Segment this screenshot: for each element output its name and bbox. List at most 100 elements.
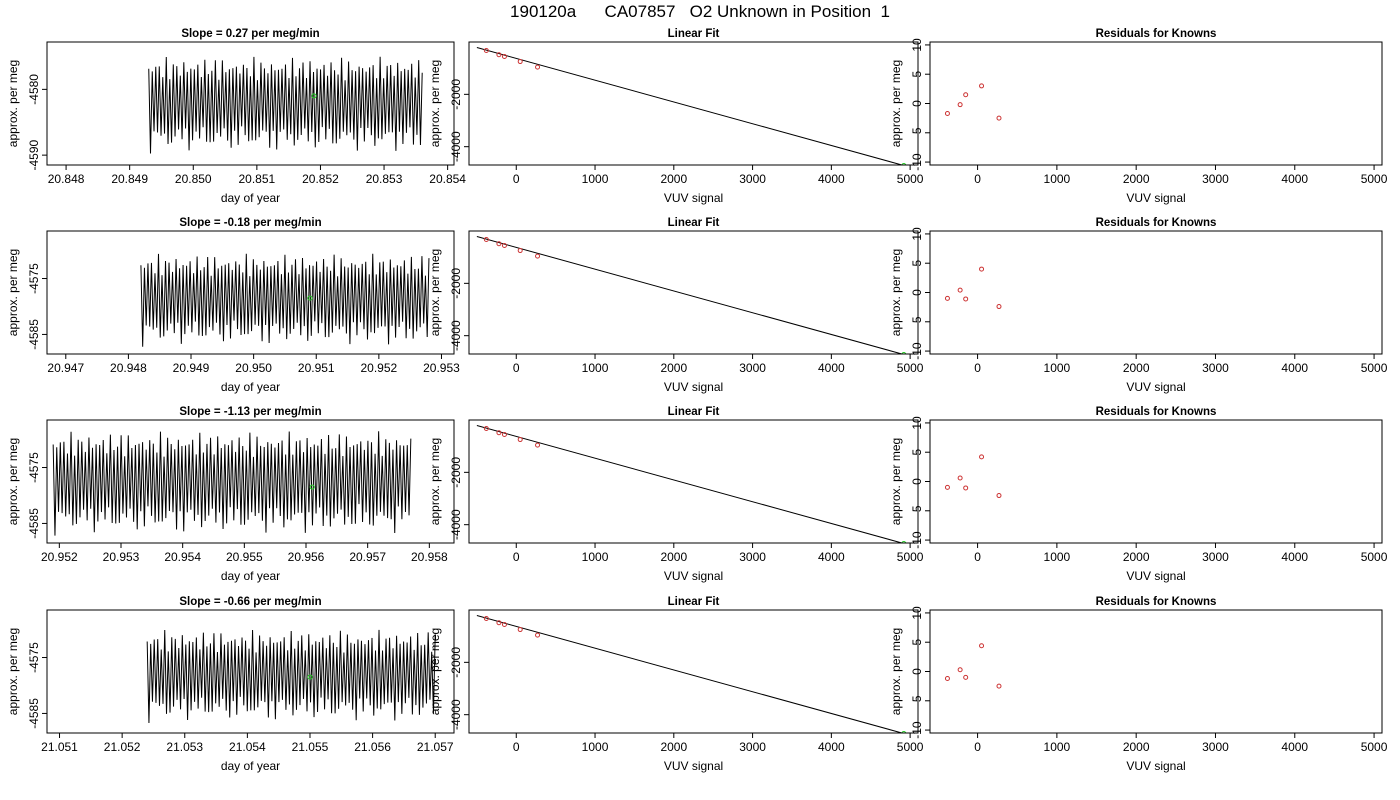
plot-area xyxy=(476,615,907,733)
y-axis-label: approx. per meg xyxy=(889,249,903,336)
unknown-point xyxy=(901,163,907,165)
x-tick-label: 1000 xyxy=(582,740,609,754)
y-tick-label: 0 xyxy=(910,668,924,675)
y-tick-label: 10 xyxy=(910,38,924,52)
marker-point xyxy=(307,295,313,301)
plot-title: Slope = -1.13 per meg/min xyxy=(179,406,321,418)
x-tick-label: 20.854 xyxy=(429,172,466,186)
x-tick-label: 20.958 xyxy=(411,550,448,564)
plot-frame xyxy=(929,419,1383,544)
x-tick-label: 1000 xyxy=(1044,740,1071,754)
y-tick-label: 10 xyxy=(910,227,924,241)
x-tick-label: 20.952 xyxy=(361,361,398,375)
unknown-point xyxy=(901,352,907,354)
x-tick-label: 5000 xyxy=(1361,550,1388,564)
x-tick-label: 4000 xyxy=(818,361,845,375)
x-tick-label: 20.947 xyxy=(47,361,84,375)
residual-point xyxy=(957,667,963,673)
y-axis-label: approx. per meg xyxy=(6,628,20,715)
y-tick-label: 0 xyxy=(910,289,924,296)
unknown-point xyxy=(901,541,907,543)
y-tick-label: -10 xyxy=(910,721,924,739)
y-tick-label: -4000 xyxy=(449,131,463,162)
known-point xyxy=(483,48,489,54)
y-tick-label: -10 xyxy=(910,342,924,360)
plot-title: Residuals for Knowns xyxy=(1096,28,1217,40)
residual-point xyxy=(957,102,963,108)
panel-linear-fit-3: 0 1000 2000 3000 4000 5000 -2000 -4000 Linear Fi… xyxy=(428,406,924,583)
x-tick-label: 0 xyxy=(513,361,520,375)
y-axis-label: approx. per meg xyxy=(889,628,903,715)
y-tick-label: -10 xyxy=(910,153,924,171)
plot-area xyxy=(944,266,1002,310)
marker-point xyxy=(307,674,313,680)
plot-area xyxy=(944,83,1002,121)
known-point xyxy=(496,620,502,626)
known-point xyxy=(483,237,489,243)
y-axis-label: approx. per meg xyxy=(428,438,442,525)
y-tick-label: -4000 xyxy=(449,320,463,351)
residual-point xyxy=(944,295,950,301)
known-point xyxy=(501,53,507,59)
y-tick-label: -10 xyxy=(910,531,924,549)
y-axis-label: approx. per meg xyxy=(428,249,442,336)
x-axis-label: day of year xyxy=(221,759,280,773)
y-tick-label: -4575 xyxy=(27,263,41,294)
y-tick-label: -4590 xyxy=(27,139,41,170)
y-axis-label: approx. per meg xyxy=(428,60,442,147)
y-tick-label: 5 xyxy=(910,71,924,78)
x-tick-label: 0 xyxy=(974,361,981,375)
x-tick-label: 5000 xyxy=(897,361,924,375)
y-tick-label: -5 xyxy=(910,695,924,706)
plot-frame xyxy=(468,419,919,544)
plot-area xyxy=(148,56,423,154)
residual-point xyxy=(979,266,985,272)
residual-point xyxy=(963,296,969,302)
known-point xyxy=(501,431,507,437)
x-tick-label: 20.949 xyxy=(173,361,210,375)
x-tick-label: 0 xyxy=(974,172,981,186)
known-point xyxy=(535,253,541,259)
x-axis-label: day of year xyxy=(221,569,280,583)
y-tick-label: 5 xyxy=(910,639,924,646)
panel-residuals-2: 0 1000 2000 3000 4000 5000 10 5 0 -5 -10 Residuals … xyxy=(889,217,1388,394)
x-tick-label: 4000 xyxy=(818,740,845,754)
x-tick-label: 21.053 xyxy=(166,740,203,754)
residual-point xyxy=(944,484,950,490)
known-point xyxy=(496,430,502,436)
plot-title: Linear Fit xyxy=(668,217,720,229)
known-point xyxy=(517,437,523,443)
x-axis-label: day of year xyxy=(221,191,280,205)
residual-point xyxy=(996,493,1002,499)
x-axis-label: VUV signal xyxy=(1126,569,1185,583)
residual-point xyxy=(996,304,1002,310)
y-axis-label: approx. per meg xyxy=(6,249,20,336)
plot-area xyxy=(944,643,1002,689)
trace-line xyxy=(146,629,436,724)
y-tick-label: -4575 xyxy=(27,642,41,673)
plot-frame xyxy=(46,419,455,544)
plot-title: Linear Fit xyxy=(668,28,720,40)
x-tick-label: 5000 xyxy=(897,550,924,564)
x-tick-label: 4000 xyxy=(818,550,845,564)
residual-point xyxy=(979,454,985,460)
panel-linear-fit-4: 0 1000 2000 3000 4000 5000 -2000 -4000 Linear Fi… xyxy=(428,596,924,773)
known-point xyxy=(483,426,489,432)
plot-title: Residuals for Knowns xyxy=(1096,406,1217,418)
x-tick-label: 3000 xyxy=(1202,172,1229,186)
panel-linear-fit-2: 0 1000 2000 3000 4000 5000 -2000 -4000 Linear Fi… xyxy=(428,217,924,394)
x-tick-label: 20.957 xyxy=(349,550,386,564)
x-tick-label: 1000 xyxy=(582,550,609,564)
unknown-point xyxy=(901,731,907,733)
plot-title: Residuals for Knowns xyxy=(1096,217,1217,229)
x-tick-label: 3000 xyxy=(739,740,766,754)
y-tick-label: -4580 xyxy=(27,74,41,105)
residual-point xyxy=(944,110,950,116)
y-tick-label: -4000 xyxy=(449,699,463,730)
trace-line xyxy=(140,253,430,347)
x-tick-label: 20.853 xyxy=(366,172,403,186)
y-tick-label: -4575 xyxy=(27,452,41,483)
x-tick-label: 20.948 xyxy=(110,361,147,375)
plot-frame xyxy=(46,609,455,734)
